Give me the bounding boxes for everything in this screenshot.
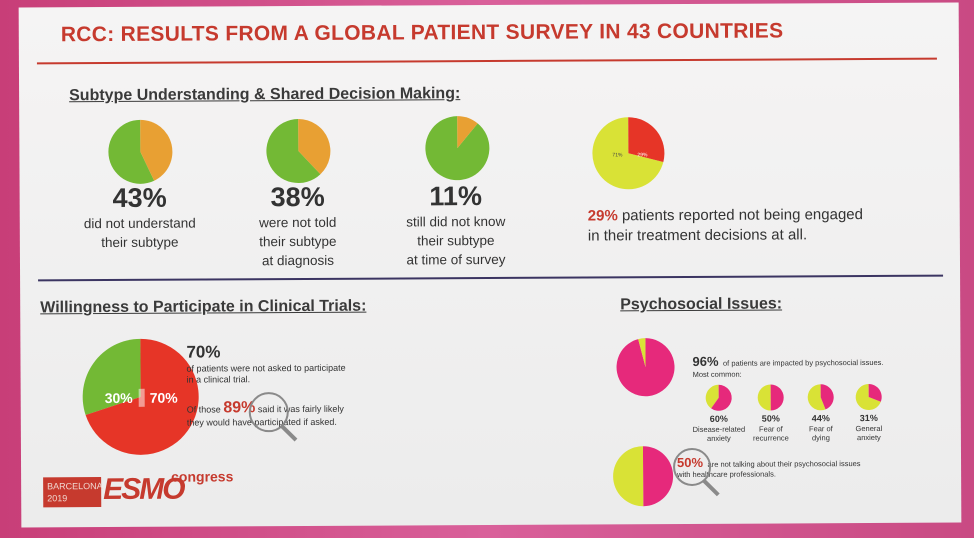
pie-psycho-96 [616,338,675,397]
psycho-item-31: 31% General anxiety [831,413,907,442]
logo-city-badge: BARCELONA 2019 [43,477,103,508]
slide: RCC: RESULTS FROM A GLOBAL PATIENT SURVE… [18,2,962,528]
stat-11-caption: still did not know their subtype at time… [376,212,536,270]
stat-11-value: 11% [429,181,482,212]
pie-31-pink-slice [868,384,882,402]
pie-43-orange-slice [140,119,173,181]
stat-38-line2: their subtype [259,233,337,250]
pie-60-pink-slice [711,384,732,411]
pie-psycho-50 [757,384,784,411]
pie-44-pink-slice [820,384,834,410]
engagement-pct: 29% [587,207,618,225]
psycho-96-text: 96% of patients are impacted by psychoso… [692,352,883,371]
pie-96-pink-slice [616,338,675,397]
trials-of-those: Of those [186,404,221,415]
logo-congress: congress [171,468,234,485]
pie-50-pink-slice [770,384,784,411]
logo-year: 2019 [47,493,68,504]
pie-31-yellow-slice [855,384,881,410]
pie-not-engaged-slice [628,117,665,163]
pie-engagement: 71% 29% [592,117,665,190]
pie-60-yellow-slice [705,384,719,409]
pie-psycho-60 [705,384,732,411]
pie-engaged-slice [592,117,664,190]
pie-subtype-43 [108,119,173,184]
stat-38-line1: were not told [259,214,337,231]
logo-city: BARCELONA [47,481,103,492]
stat-11-line2: their subtype [417,232,495,249]
pie-trials-asked-slice [82,338,141,416]
stat-38-line3: at diagnosis [261,252,335,269]
stat-11-line3: at time of survey [406,251,506,268]
magnifier-handle-icon-2 [702,479,720,497]
pie-trials-asked-label: 30% [105,390,134,406]
stat-43-line1: did not understand [83,215,196,232]
psycho-item-31-l2: anxiety [856,432,881,443]
magnifier-handle-icon [280,424,298,442]
pie-not-engaged-label: 29% [637,152,648,158]
pie-trials-not-asked-label: 70% [150,390,179,406]
pie-talking-pink-slice [642,446,674,507]
trials-big-pct: 70% [186,342,221,362]
pie-11-green-slice [425,116,490,181]
pie-trials-arrow [138,388,145,407]
stat-38-value: 38% [270,181,325,213]
pie-psycho-44 [807,384,834,411]
pie-psycho-31 [855,384,882,410]
section-trials-heading: Willingness to Participate in Clinical T… [40,297,367,317]
pie-subtype-11 [425,116,490,181]
pie-psycho-talking [613,446,674,507]
stat-43-value: 43% [112,182,167,213]
trials-text: of patients were not asked to participat… [187,363,346,386]
pie-11-orange-slice [457,116,478,149]
pie-subtype-38 [266,119,331,183]
pie-96-yellow-slice [638,338,646,368]
psycho-most-common: Most common: [692,369,742,379]
psycho-50-line1: are not talking about their psychosocial… [707,459,861,469]
pie-43-green-slice [108,119,155,184]
engagement-line1: patients reported not being engaged [617,206,864,225]
psycho-96-pct: 96% [692,353,719,369]
psycho-item-31-pct: 31% [859,412,878,424]
stat-43-line2: their subtype [101,234,179,251]
title-rule [36,57,937,65]
pie-38-orange-slice [298,119,331,175]
pie-44-yellow-slice [807,384,826,411]
pie-50-yellow-slice [757,384,771,411]
psycho-item-31-l1: General [855,423,883,434]
pie-engaged-label: 71% [612,152,623,158]
trials-line1: of patients were not asked to participat… [186,362,346,374]
stat-38-caption: were not told their subtype at diagnosis [218,213,378,271]
slide-title: RCC: RESULTS FROM A GLOBAL PATIENT SURVE… [60,19,784,47]
trials-line2: in a clinical trial. [186,374,251,385]
pie-talking-yellow-slice [613,446,644,507]
pie-trials: 30% 70% [82,338,199,455]
psycho-96-desc: of patients are impacted by psychosocial… [722,357,884,368]
section-divider [38,274,944,282]
stat-11-line1: still did not know [406,213,506,230]
engagement-text: 29% patients reported not being engaged … [588,205,863,246]
section-psycho-heading: Psychosocial Issues: [620,295,783,314]
section-subtype-heading: Subtype Understanding & Shared Decision … [69,85,461,105]
stat-43-caption: did not understand their subtype [60,213,220,252]
pie-38-green-slice [266,119,321,183]
engagement-line2: in their treatment decisions at all. [587,226,808,245]
